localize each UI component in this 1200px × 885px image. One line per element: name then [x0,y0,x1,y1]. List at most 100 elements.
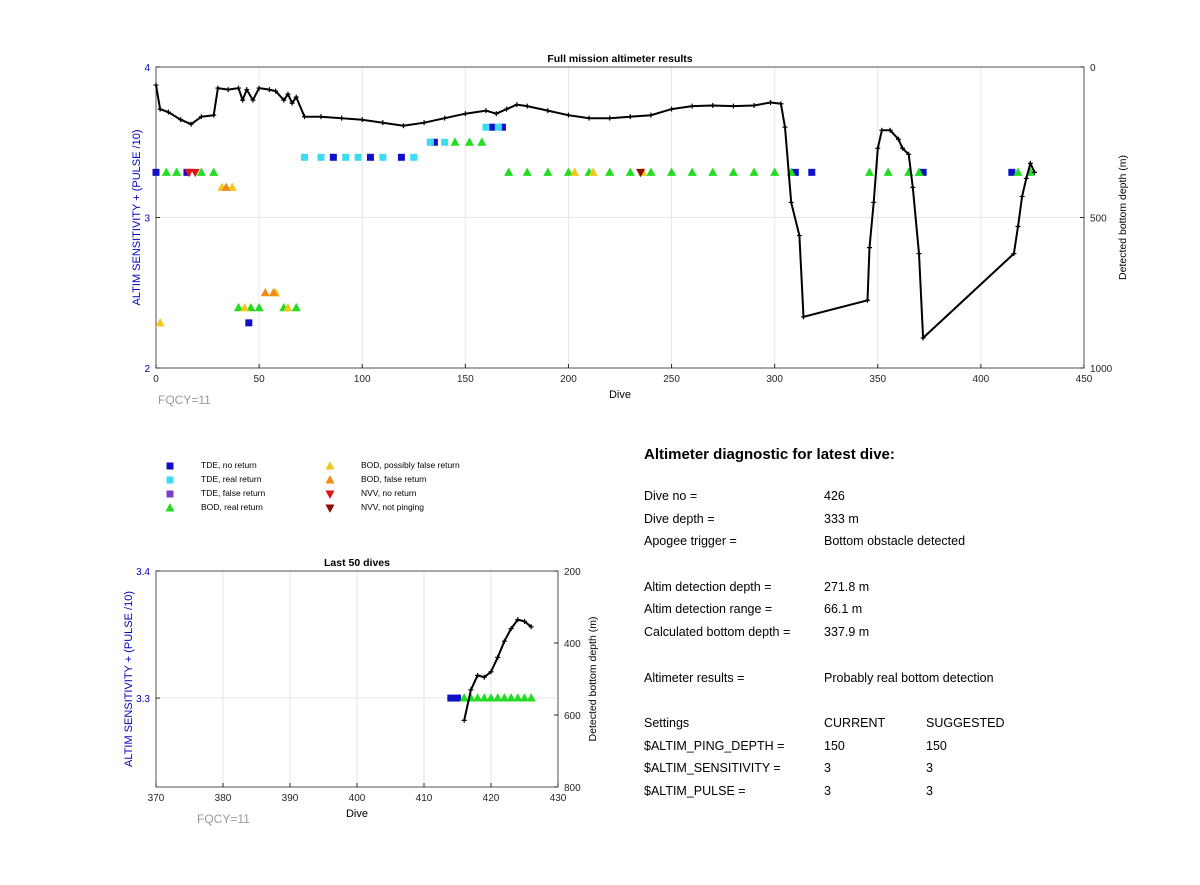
data-point [919,168,927,176]
ping-depth-suggested: 150 [926,738,947,753]
data-point [526,693,536,702]
bottom-depth-point [1019,193,1025,199]
data-point [543,167,553,176]
data-point [519,693,530,702]
fqcy-label: FQCY=11 [197,812,250,826]
settings-label: Settings [644,716,690,731]
legend-marker [166,476,174,484]
x-axis-label: Dive [609,389,631,401]
dive-depth-row: Dive depth = 333 m [644,512,1184,535]
bottom-depth-point [1032,169,1038,175]
bottom-depth-point [801,314,807,320]
bottom-depth-point [730,103,736,109]
data-point [430,138,438,146]
y2-axis-label: Detected bottom depth (m) [587,617,599,742]
data-point [246,302,256,312]
fqcy-label: FQCY=11 [158,393,211,407]
bottom-depth-point [225,87,231,93]
bottom-depth-point [508,626,514,632]
bottom-depth-point [468,687,474,693]
y-tick-label: 3.4 [136,567,150,578]
bottom-depth-point [244,87,250,93]
data-point [397,153,405,161]
legend-symbol [166,462,174,470]
data-point [454,694,461,702]
bottom-depth-point [380,120,386,126]
data-point [493,693,503,702]
x-tick-label: 100 [354,374,371,385]
bottom-depth-markers [153,82,1038,341]
data-point [687,167,697,176]
data-point [728,167,738,176]
bottom-depth-point [565,112,571,118]
bottom-depth-point [339,115,345,121]
data-point [155,317,165,327]
x-tick-label: 450 [1076,374,1093,385]
tick-labels: 370 380 390 400 410 420 430 3.3 3.4 200 400 600 800 [136,567,581,804]
data-point [499,693,509,702]
y-tick-label: 2 [144,364,150,375]
x-tick-label: 420 [483,793,500,804]
grid-lines [156,67,1084,368]
altim-range-row: Altim detection range = 66.1 m [644,602,1184,625]
altim-range-value: 66.1 m [824,602,863,617]
bottom-depth-point [178,117,184,123]
bottom-depth-point [421,120,427,126]
data-point [441,138,449,146]
calc-depth-label: Calculated bottom depth = [644,624,791,639]
legend-symbol [166,476,174,484]
bottom-depth-point [285,91,291,97]
apogee-label: Apogee trigger = [644,534,737,549]
pulse-suggested: 3 [926,783,933,798]
data-point [486,693,496,702]
sensitivity-current: 3 [824,761,831,776]
x-tick-label: 0 [153,374,159,385]
ping-depth-current: 150 [824,738,845,753]
data-point [184,168,194,178]
legend-label: TDE, no return [201,460,257,470]
bottom-depth-point [235,85,241,91]
full-mission-chart: 0 50 100 150 200 250 300 350 400 450 2 3 4 0 500 1000 Fu… [131,53,1129,407]
legend-symbol [325,490,334,499]
data-point [190,168,200,178]
bottom-depth-point [215,85,221,91]
data-point [221,182,231,191]
x-tick-label: 410 [416,793,433,804]
data-point [450,137,460,146]
bottom-depth-point [318,114,324,120]
data-point [300,153,308,161]
data-point [563,167,573,176]
x-tick-label: 400 [973,374,990,385]
y2-tick-label: 500 [1090,214,1107,225]
bottom-depth-line [463,618,532,721]
bottom-depth-point [281,97,287,103]
data-point [240,302,250,312]
data-point [636,168,646,178]
y2-tick-label: 400 [564,639,581,650]
dive-no-value: 426 [824,489,845,503]
legend-label: TDE, real return [201,474,262,484]
data-point [513,693,523,702]
altim-range-label: Altim detection range = [644,602,773,617]
data-point [625,167,635,176]
bottom-depth-point [488,669,494,675]
data-point [209,167,219,176]
marker-series [447,693,536,702]
legend-symbol [166,490,174,498]
bottom-depth-point [1015,224,1021,230]
x-tick-label: 150 [457,374,474,385]
legend-marker [325,475,334,484]
y-tick-label: 3.3 [136,694,150,705]
y-axis-label: ALTIM SENSITIVITY + (PULSE /10) [131,130,143,306]
bottom-depth-point [710,103,716,109]
bottom-depth-point [256,85,262,91]
last-50-dives-chart: 370 380 390 400 410 420 430 3.3 3.4 200 400 600 800 L… [123,557,599,826]
bottom-depth-point [514,102,520,108]
bottom-depth-point [871,199,877,205]
bottom-depth-point [895,136,901,142]
data-point [1008,168,1016,176]
bottom-depth-point [788,199,794,205]
bottom-depth-point [669,106,675,112]
x-tick-label: 350 [869,374,886,385]
bottom-depth-point [545,108,551,114]
